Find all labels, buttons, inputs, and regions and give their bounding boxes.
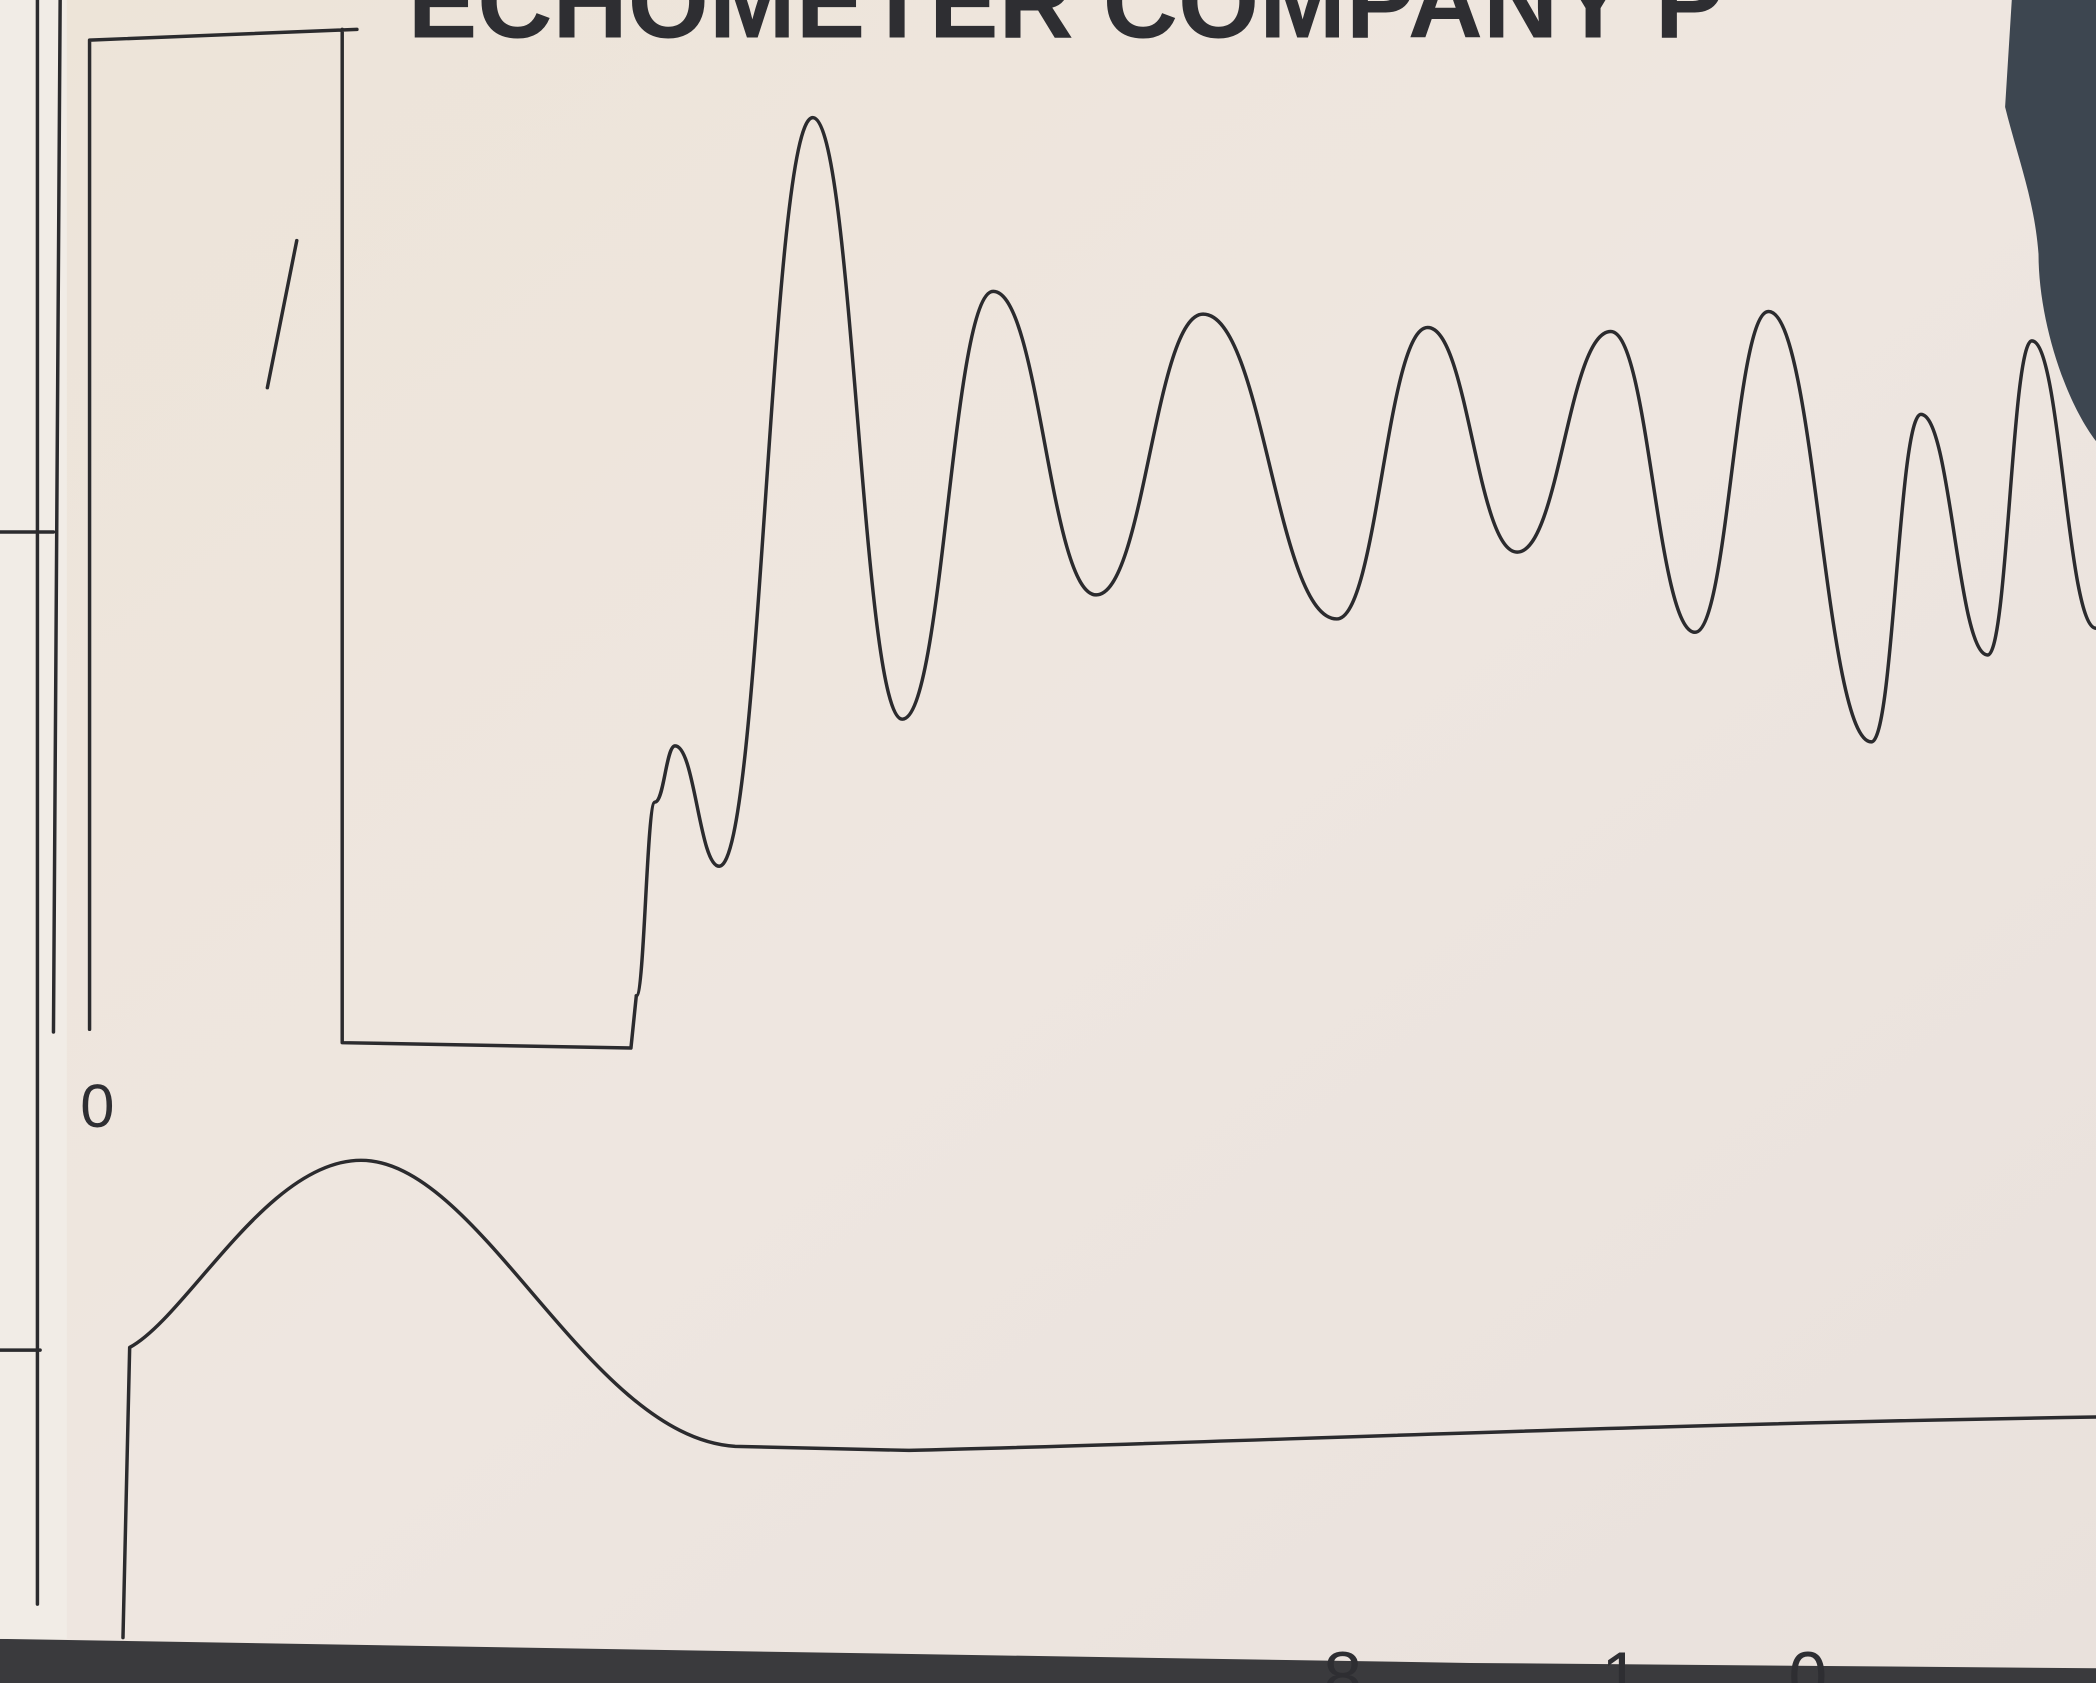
header-title: ECHOMETER COMPANY P — [408, 0, 1725, 60]
footer-label: 1 — [1601, 1637, 1640, 1683]
footer-label: 0 — [1789, 1637, 1828, 1683]
zero-label: 0 — [80, 1072, 114, 1141]
page: {"header": {"title": "ECHOMETER COMPANY … — [0, 0, 2096, 1683]
paper-edge — [0, 0, 67, 1639]
photo: ECHOMETER COMPANY P 0 8 1 0 — [0, 0, 2096, 1683]
paper — [0, 0, 2096, 1668]
footer-label: 8 — [1323, 1637, 1362, 1683]
